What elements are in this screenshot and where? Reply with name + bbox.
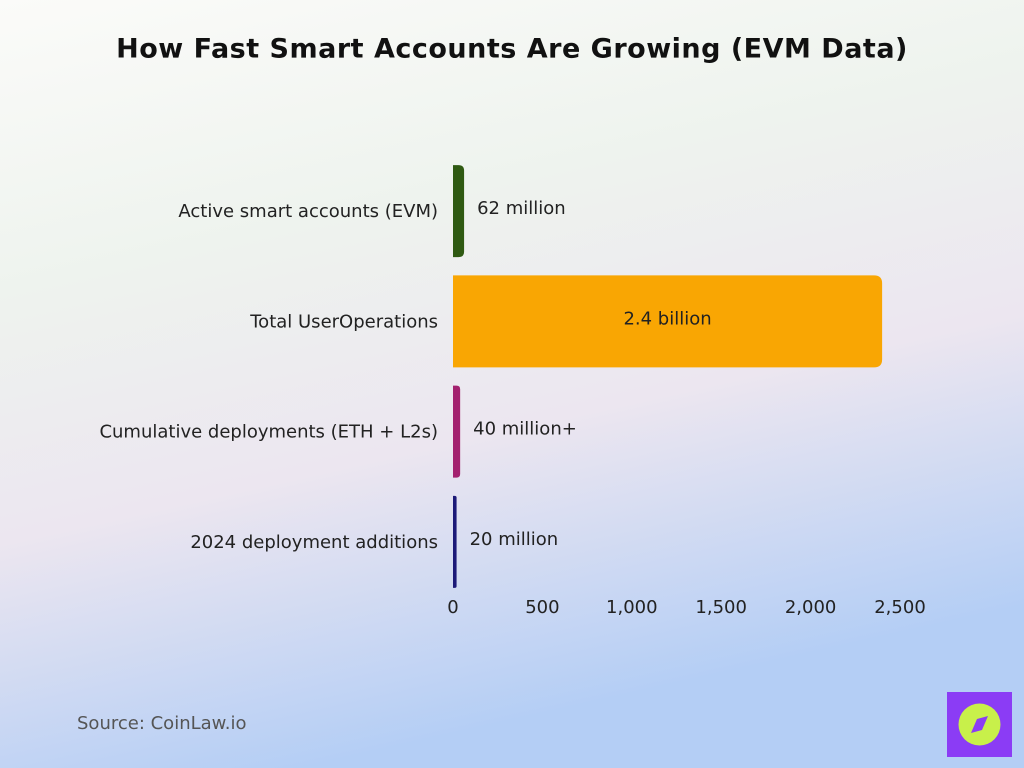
bar — [453, 275, 883, 368]
y-tick-label: Cumulative deployments (ETH + L2s) — [99, 422, 438, 443]
x-tick-label: 500 — [525, 597, 559, 618]
value-label: 2.4 billion — [623, 308, 711, 329]
x-tick-label: 2,500 — [874, 597, 926, 618]
x-tick-label: 1,500 — [695, 597, 747, 618]
bar — [453, 495, 457, 588]
bar — [453, 165, 465, 258]
value-label: 40 million+ — [473, 419, 577, 440]
x-tick-label: 1,000 — [606, 597, 658, 618]
value-label: 20 million — [470, 529, 559, 550]
y-tick-label: Active smart accounts (EVM) — [178, 201, 438, 222]
bar — [453, 385, 461, 478]
y-tick-label: Total UserOperations — [249, 311, 438, 332]
source: Source: CoinLaw.io — [77, 713, 246, 734]
logo — [947, 692, 1012, 757]
x-tick-label: 2,000 — [785, 597, 837, 618]
chart-title: How Fast Smart Accounts Are Growing (EVM… — [116, 34, 908, 65]
x-tick-label: 0 — [447, 597, 458, 618]
value-label: 62 million — [477, 198, 566, 219]
y-tick-label: 2024 deployment additions — [190, 532, 438, 553]
